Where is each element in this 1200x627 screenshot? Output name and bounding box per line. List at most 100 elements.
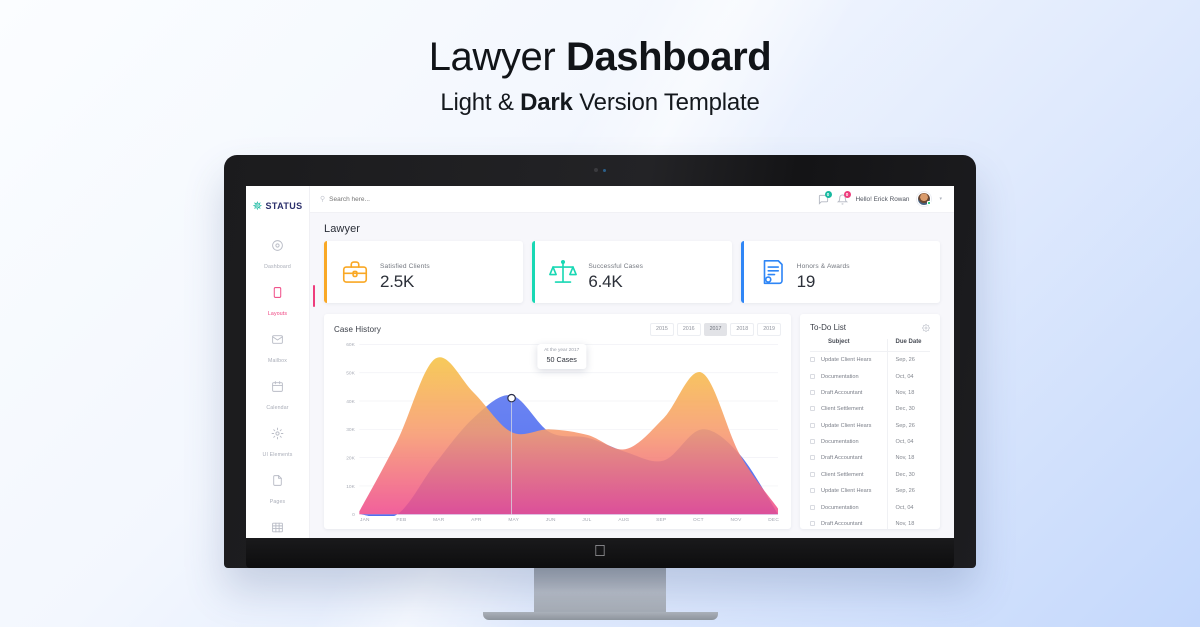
chart-header: Case History 2015 2016 2017 2018 2019 [334, 323, 781, 337]
year-filter-2015[interactable]: 2015 [650, 323, 674, 337]
briefcase-icon [340, 257, 370, 287]
todo-subject: Documentation [810, 499, 887, 515]
hero-title: Lawyer Dashboard [0, 34, 1200, 80]
sidebar-item-dashboard[interactable]: Dashboard [246, 232, 309, 279]
x-tick-AUG: AUG [618, 518, 630, 523]
year-filter-2018[interactable]: 2018 [730, 323, 755, 337]
todo-checkbox[interactable] [810, 422, 815, 428]
sidebar-item-label: Pages [269, 499, 286, 505]
ui-elements-icon [271, 427, 284, 440]
bell-icon[interactable]: 0 [836, 190, 851, 205]
table-row[interactable]: Documentation Oct, 04 [810, 368, 930, 385]
chart-title: Case History [334, 325, 381, 335]
todo-header: To-Do List [810, 323, 930, 332]
todo-checkbox[interactable] [810, 471, 815, 477]
hero-title-bold: Dashboard [565, 35, 772, 79]
table-row[interactable]: Draft Accountant Nov, 18 [810, 515, 930, 529]
table-row[interactable]: Documentation Oct, 04 [810, 433, 930, 451]
main-area: ⚲ 0 [310, 186, 954, 538]
todo-due-date: Dec, 30 [886, 401, 930, 418]
todo-due-date: Nov, 18 [886, 384, 930, 402]
content-area: Satisfied Clients 2.5K Successful Cases 6.4… [310, 241, 954, 538]
todo-checkbox[interactable] [810, 455, 815, 461]
page-title: Lawyer [324, 223, 361, 235]
year-filter-2019[interactable]: 2019 [757, 323, 781, 337]
todo-due-date: Sep, 26 [886, 483, 930, 500]
sidebar-item-label: Layouts [267, 311, 288, 317]
tooltip-line1: At the year 2017 [544, 348, 580, 354]
todo-card: To-Do List Subject [800, 314, 940, 529]
monitor-stand [534, 568, 666, 612]
todo-checkbox[interactable] [810, 504, 815, 510]
sidebar-item-label: Dashboard [264, 264, 291, 270]
todo-subject: Documentation [810, 368, 887, 384]
sidebar-item-pages[interactable]: Pages [246, 467, 309, 514]
todo-checkbox[interactable] [810, 488, 815, 494]
dashboard-screen: ✵ STATUS Dashboard Layouts Mailbox Calendar… [246, 186, 954, 538]
hero-sub-post: Version Template [579, 89, 760, 116]
case-history-card: Case History 2015 2016 2017 2018 2019 At the… [324, 314, 791, 529]
scales-icon [548, 257, 578, 287]
certificate-icon [757, 257, 787, 287]
search-input[interactable] [329, 195, 450, 203]
table-row[interactable]: Draft Accountant Nov, 18 [810, 384, 930, 402]
todo-checkbox[interactable] [810, 406, 815, 412]
apple-logo-icon:  [594, 544, 606, 560]
topbar: ⚲ 0 [310, 186, 954, 213]
calendar-icon [271, 380, 284, 393]
table-row[interactable]: Update Client Hears Sep, 26 [810, 483, 930, 500]
x-tick-APR: APR [471, 518, 482, 523]
brand-name: STATUS [265, 201, 303, 211]
year-filter-group: 2015 2016 2017 2018 2019 [650, 323, 781, 337]
todo-subject: Client Settlement [810, 467, 887, 483]
sidebar-item-label: Mailbox [268, 358, 287, 364]
gear-icon[interactable] [922, 323, 930, 332]
message-icon[interactable]: 0 [818, 190, 832, 205]
x-tick-JAN: JAN [360, 518, 370, 523]
table-row[interactable]: Draft Accountant Nov, 18 [810, 450, 930, 467]
chart-x-axis: JAN FEB MAR APR MAY JUN JUL AUG SEP OCT NOV DEC [334, 516, 781, 529]
sidebar-item-ui-elements[interactable]: UI Elements [246, 420, 309, 467]
x-tick-MAY: MAY [508, 518, 519, 523]
todo-checkbox[interactable] [810, 389, 815, 395]
year-filter-2017[interactable]: 2017 [703, 323, 728, 337]
todo-checkbox[interactable] [810, 357, 815, 363]
notification-badge: 0 [843, 190, 851, 198]
sidebar-item-mailbox[interactable]: Mailbox [246, 326, 309, 373]
brand-logo[interactable]: ✵ STATUS [246, 192, 309, 220]
stat-label: Honors & Awards [796, 262, 850, 270]
table-row[interactable]: Update Client Hears Sep, 26 [810, 417, 930, 434]
tooltip-line2: 50 Cases [546, 355, 577, 365]
imac-mockup: ✵ STATUS Dashboard Layouts Mailbox Calendar… [224, 155, 976, 620]
todo-subject: Update Client Hears [810, 483, 887, 499]
table-row[interactable]: Update Client Hears Sep, 26 [810, 351, 930, 369]
search-box[interactable]: ⚲ [320, 195, 818, 203]
sidebar-item-tables[interactable]: Tables [246, 514, 309, 538]
lower-row: Case History 2015 2016 2017 2018 2019 At the… [324, 314, 940, 529]
sidebar-item-calendar[interactable]: Calendar [246, 373, 309, 420]
sidebar-item-layouts[interactable]: Layouts [246, 279, 315, 326]
table-row[interactable]: Documentation Oct, 04 [810, 499, 930, 516]
todo-header-row: Subject Due Date [810, 339, 930, 352]
sidebar-item-label: UI Elements [262, 452, 293, 458]
table-row[interactable]: Client Settlement Dec, 30 [810, 401, 930, 418]
todo-checkbox[interactable] [810, 373, 815, 379]
todo-checkbox[interactable] [810, 439, 815, 445]
todo-due-date: Oct, 04 [886, 368, 930, 385]
camera-dot-icon [594, 168, 606, 172]
star-icon: ✵ [252, 199, 263, 213]
todo-table: Subject Due Date Update Client Hears Sep,… [810, 339, 930, 529]
page-header: Lawyer [310, 213, 954, 241]
todo-checkbox[interactable] [810, 520, 815, 526]
area-chart: 0 10K 20K 30K 40K 50K 60K [346, 343, 779, 516]
chevron-down-icon[interactable]: ▾ [939, 196, 942, 202]
stat-card-successful-cases: Successful Cases 6.4K [532, 241, 732, 303]
svg-text:30K: 30K [346, 427, 355, 433]
stat-value: 2.5K [380, 271, 415, 291]
todo-due-date: Dec, 30 [886, 466, 930, 483]
avatar[interactable] [917, 192, 932, 206]
svg-text:20K: 20K [346, 456, 355, 462]
table-row[interactable]: Client Settlement Dec, 30 [810, 466, 930, 483]
monitor-chin:  [246, 538, 954, 568]
year-filter-2016[interactable]: 2016 [676, 323, 701, 337]
